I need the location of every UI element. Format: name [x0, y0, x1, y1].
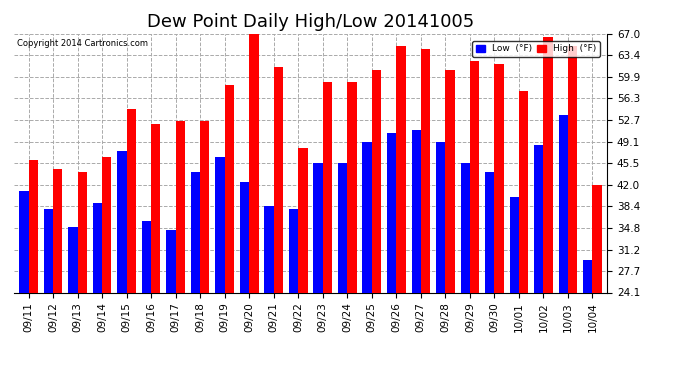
Bar	[264, 206, 274, 292]
Bar	[372, 70, 381, 292]
Bar	[495, 64, 504, 292]
Bar	[470, 61, 479, 292]
Bar	[421, 49, 430, 292]
Bar	[200, 121, 210, 292]
Bar	[126, 109, 136, 292]
Bar	[411, 130, 421, 292]
Bar	[68, 227, 77, 292]
Bar	[142, 221, 151, 292]
Bar	[387, 133, 396, 292]
Bar	[92, 202, 102, 292]
Bar	[53, 170, 62, 292]
Bar	[519, 91, 529, 292]
Bar	[240, 182, 249, 292]
Bar	[28, 160, 38, 292]
Bar	[298, 148, 308, 292]
Bar	[534, 146, 544, 292]
Text: Copyright 2014 Cartronics.com: Copyright 2014 Cartronics.com	[17, 39, 148, 48]
Bar	[559, 115, 568, 292]
Bar	[313, 164, 323, 292]
Bar	[347, 82, 357, 292]
Bar	[43, 209, 53, 292]
Bar	[338, 164, 347, 292]
Bar	[117, 152, 126, 292]
Bar	[436, 142, 445, 292]
Bar	[460, 164, 470, 292]
Bar	[396, 46, 406, 292]
Bar	[362, 142, 372, 292]
Bar	[485, 172, 495, 292]
Bar	[323, 82, 332, 292]
Bar	[176, 121, 185, 292]
Bar	[544, 37, 553, 292]
Bar	[274, 67, 283, 292]
Bar	[289, 209, 298, 292]
Bar	[583, 260, 593, 292]
Bar	[191, 172, 200, 292]
Legend: Low  (°F), High  (°F): Low (°F), High (°F)	[472, 41, 600, 57]
Bar	[102, 158, 111, 292]
Bar	[249, 34, 259, 292]
Bar	[510, 196, 519, 292]
Bar	[225, 85, 234, 292]
Title: Dew Point Daily High/Low 20141005: Dew Point Daily High/Low 20141005	[147, 13, 474, 31]
Bar	[215, 158, 225, 292]
Bar	[77, 172, 87, 292]
Bar	[166, 230, 176, 292]
Bar	[151, 124, 161, 292]
Bar	[445, 70, 455, 292]
Bar	[568, 46, 578, 292]
Bar	[593, 184, 602, 292]
Bar	[19, 190, 28, 292]
